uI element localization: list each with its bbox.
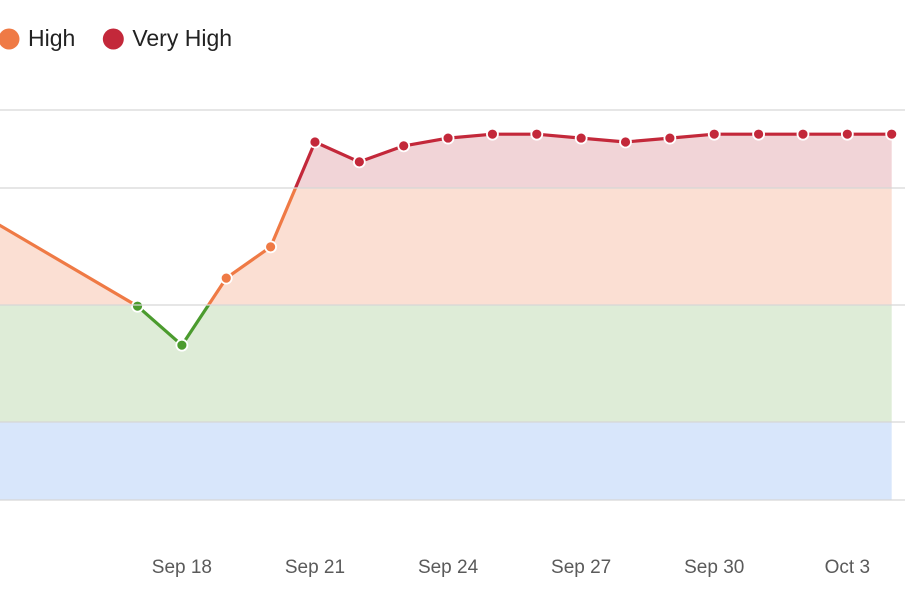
x-tick-label: Sep 21 xyxy=(285,557,345,578)
point xyxy=(752,127,766,141)
point xyxy=(840,127,854,141)
x-tick-label: Oct 3 xyxy=(825,557,870,578)
point xyxy=(574,131,588,145)
x-tick-label: Sep 27 xyxy=(551,557,611,578)
point xyxy=(663,131,677,145)
x-tick-label: Sep 24 xyxy=(418,557,479,578)
point xyxy=(796,127,810,141)
band-fill xyxy=(0,422,892,500)
point xyxy=(308,135,322,149)
band-fill xyxy=(0,134,892,188)
point xyxy=(707,127,721,141)
point xyxy=(885,127,899,141)
point xyxy=(131,299,144,313)
point xyxy=(397,139,411,153)
point xyxy=(619,135,632,149)
point xyxy=(352,155,366,169)
legend-label: Very High xyxy=(132,25,232,51)
legend-label: High xyxy=(28,25,75,51)
point xyxy=(530,127,544,141)
x-tick-label: Sep 18 xyxy=(152,557,212,578)
point xyxy=(486,127,499,141)
legend-marker xyxy=(102,28,124,50)
band-fill xyxy=(0,305,892,422)
point xyxy=(219,271,233,285)
legend-marker xyxy=(0,28,20,50)
point xyxy=(441,131,455,145)
point xyxy=(264,240,278,254)
point xyxy=(175,338,189,352)
x-tick-label: Sep 30 xyxy=(684,557,744,578)
band-fill xyxy=(0,188,892,305)
